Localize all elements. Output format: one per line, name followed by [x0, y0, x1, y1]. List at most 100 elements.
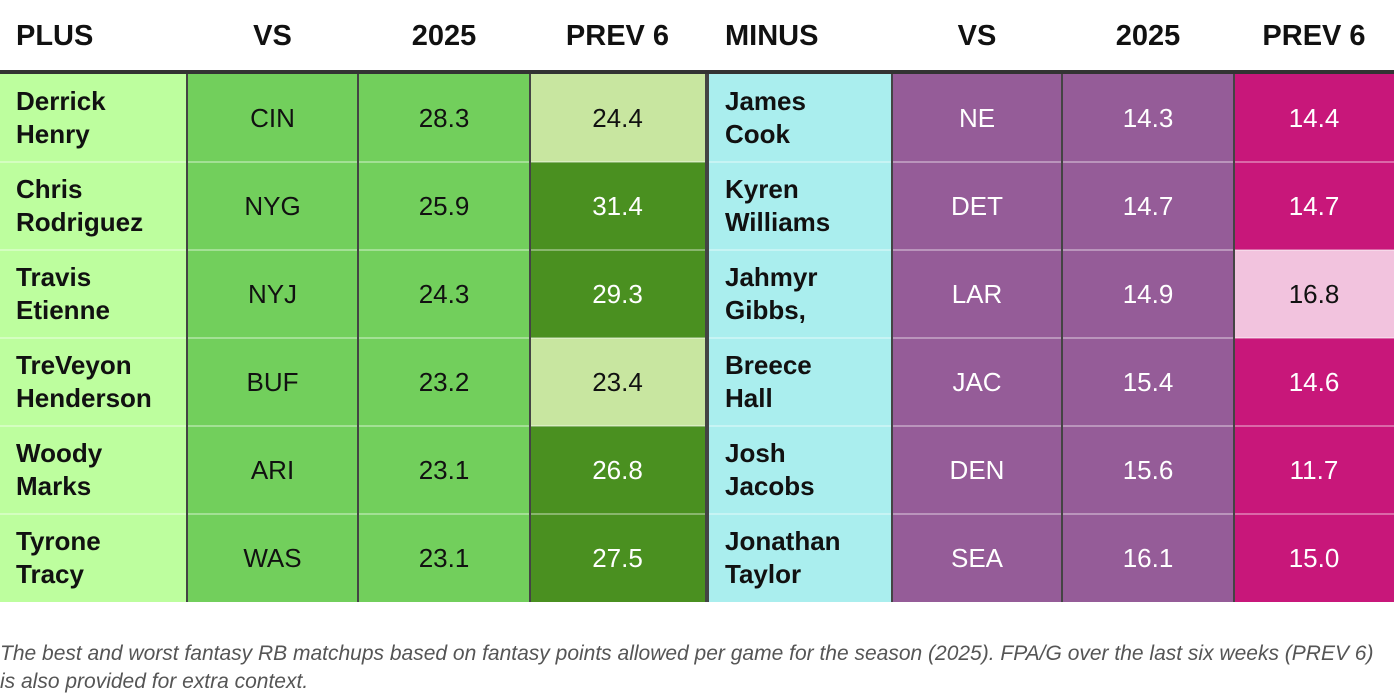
plus-season-cell: 23.1 — [358, 514, 530, 602]
plus-player-name: Woody Marks — [16, 437, 102, 503]
plus-player-name: Chris Rodriguez — [16, 173, 143, 239]
player-last-name: Rodriguez — [16, 207, 144, 237]
minus-player-cell: Kyren Williams — [709, 162, 892, 250]
minus-vs-cell: DEN — [892, 426, 1062, 514]
row-divider — [709, 337, 1394, 339]
plus-header-season: 2025 — [411, 19, 477, 52]
row-divider — [709, 425, 1394, 427]
player-last-name: Jacobs — [725, 471, 815, 501]
minus-vs-cell: SEA — [892, 514, 1062, 602]
minus-vs-cell: JAC — [892, 338, 1062, 426]
player-last-name: Williams — [725, 207, 831, 237]
column-divider — [529, 74, 531, 602]
row-divider — [0, 425, 705, 427]
minus-player-name: Jahmyr Gibbs, — [725, 261, 818, 327]
column-divider — [357, 74, 359, 602]
minus-prev-cell: 14.7 — [1234, 162, 1394, 250]
minus-player-name: Breece Hall — [725, 349, 812, 415]
player-first-name: Jahmyr — [725, 262, 818, 292]
minus-prev-cell: 15.0 — [1234, 514, 1394, 602]
minus-prev-cell: 14.6 — [1234, 338, 1394, 426]
column-divider — [1233, 74, 1235, 602]
plus-player-cell: Derrick Henry — [0, 74, 187, 162]
minus-header-prev: PREV 6 — [1262, 19, 1366, 52]
plus-player-cell: Travis Etienne — [0, 250, 187, 338]
header-rule — [0, 70, 1394, 74]
row-divider — [709, 513, 1394, 515]
plus-player-cell: Woody Marks — [0, 426, 187, 514]
player-first-name: Jonathan — [725, 526, 841, 556]
minus-player-cell: James Cook — [709, 74, 892, 162]
plus-vs-cell: WAS — [187, 514, 358, 602]
minus-season-cell: 14.9 — [1062, 250, 1234, 338]
minus-season-cell: 16.1 — [1062, 514, 1234, 602]
row-divider — [0, 337, 705, 339]
plus-vs-cell: BUF — [187, 338, 358, 426]
player-first-name: Breece — [725, 350, 812, 380]
plus-season-cell: 25.9 — [358, 162, 530, 250]
player-last-name: Henry — [16, 119, 90, 149]
plus-vs-cell: NYJ — [187, 250, 358, 338]
row-divider — [0, 161, 705, 163]
column-divider — [186, 74, 188, 602]
plus-prev-cell: 26.8 — [530, 426, 705, 514]
plus-player-name: TreVeyon Henderson — [16, 349, 152, 415]
table-caption: The best and worst fantasy RB matchups b… — [0, 642, 1374, 693]
player-last-name: Tracy — [16, 559, 84, 589]
section-separator — [705, 74, 709, 602]
player-last-name: Marks — [16, 471, 92, 501]
player-first-name: Derrick — [16, 86, 106, 116]
plus-header-prev: PREV 6 — [565, 19, 670, 52]
minus-header-vs: VS — [957, 19, 997, 52]
player-last-name: Taylor — [725, 559, 802, 589]
minus-season-cell: 14.3 — [1062, 74, 1234, 162]
plus-prev-cell: 29.3 — [530, 250, 705, 338]
plus-prev-cell: 31.4 — [530, 162, 705, 250]
plus-vs-cell: ARI — [187, 426, 358, 514]
minus-vs-cell: DET — [892, 162, 1062, 250]
row-divider — [0, 513, 705, 515]
player-first-name: Josh — [725, 438, 786, 468]
plus-player-cell: Tyrone Tracy — [0, 514, 187, 602]
player-first-name: TreVeyon — [16, 350, 132, 380]
player-first-name: Chris — [16, 174, 83, 204]
row-divider — [0, 249, 705, 251]
minus-player-cell: Jahmyr Gibbs, — [709, 250, 892, 338]
player-first-name: Kyren — [725, 174, 799, 204]
minus-player-name: Jonathan Taylor — [725, 525, 841, 591]
player-last-name: Gibbs, — [725, 295, 806, 325]
plus-season-cell: 24.3 — [358, 250, 530, 338]
minus-header-player: MINUS — [725, 19, 819, 52]
column-divider — [891, 74, 893, 602]
minus-vs-cell: NE — [892, 74, 1062, 162]
player-last-name: Hall — [725, 383, 773, 413]
player-first-name: Tyrone — [16, 526, 101, 556]
player-last-name: Henderson — [16, 383, 152, 413]
plus-vs-cell: CIN — [187, 74, 358, 162]
player-last-name: Cook — [725, 119, 790, 149]
minus-prev-cell: 11.7 — [1234, 426, 1394, 514]
row-divider — [709, 249, 1394, 251]
player-first-name: Travis — [16, 262, 92, 292]
minus-player-cell: Breece Hall — [709, 338, 892, 426]
minus-player-cell: Josh Jacobs — [709, 426, 892, 514]
column-divider — [1061, 74, 1063, 602]
row-divider — [709, 161, 1394, 163]
plus-season-cell: 23.2 — [358, 338, 530, 426]
plus-header-vs: VS — [253, 19, 292, 52]
minus-player-name: Kyren Williams — [725, 173, 830, 239]
player-first-name: Woody — [16, 438, 103, 468]
plus-header-player: PLUS — [16, 19, 94, 52]
plus-player-cell: Chris Rodriguez — [0, 162, 187, 250]
minus-prev-cell: 16.8 — [1234, 250, 1394, 338]
plus-player-name: Travis Etienne — [16, 261, 110, 327]
minus-vs-cell: LAR — [892, 250, 1062, 338]
player-last-name: Etienne — [16, 295, 110, 325]
plus-prev-cell: 27.5 — [530, 514, 705, 602]
plus-player-name: Tyrone Tracy — [16, 525, 101, 591]
minus-season-cell: 15.6 — [1062, 426, 1234, 514]
minus-player-name: James Cook — [725, 85, 806, 151]
plus-season-cell: 23.1 — [358, 426, 530, 514]
plus-prev-cell: 23.4 — [530, 338, 705, 426]
